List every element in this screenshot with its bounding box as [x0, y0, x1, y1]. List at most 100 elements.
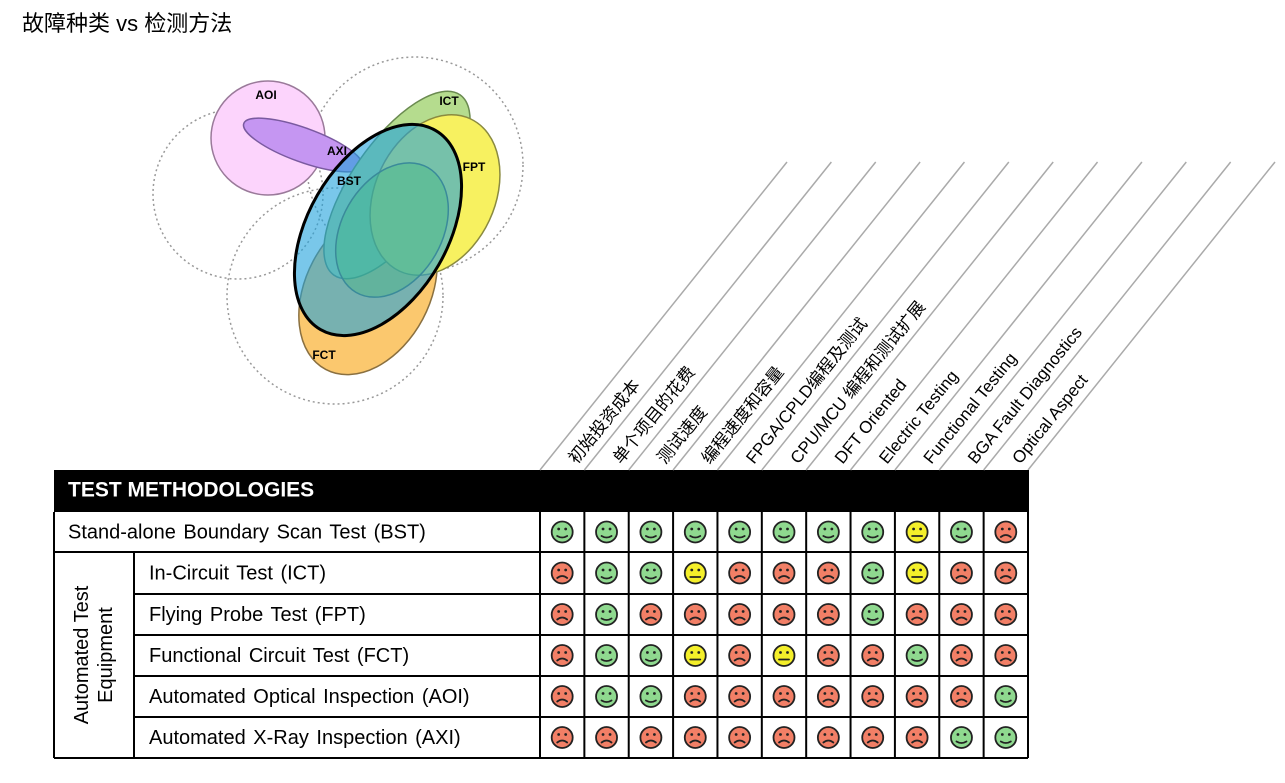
mouth	[911, 658, 923, 662]
row-label: Functional Circuit Test (FCT)	[149, 645, 409, 667]
face	[595, 561, 618, 585]
eye	[1007, 610, 1011, 613]
face	[550, 520, 574, 544]
eye	[912, 568, 915, 572]
face	[816, 726, 840, 749]
face	[861, 603, 885, 626]
face	[728, 726, 752, 749]
dotted-circle	[226, 187, 444, 405]
eye	[653, 610, 656, 613]
rating-face	[728, 520, 752, 544]
eye	[830, 651, 834, 654]
rating-face	[816, 520, 840, 544]
eye	[564, 692, 568, 695]
eye	[779, 651, 782, 654]
rating-face	[994, 726, 1018, 749]
eye	[1007, 527, 1011, 531]
row-label: In-Circuit Test (ICT)	[149, 562, 326, 584]
eye	[741, 527, 745, 531]
eye	[734, 651, 738, 654]
eye	[1000, 692, 1004, 695]
eye	[874, 733, 878, 736]
rating-face	[639, 520, 663, 544]
mouth	[866, 535, 879, 539]
venn-label: AOI	[255, 88, 276, 102]
eye	[874, 651, 878, 654]
rating-face	[950, 561, 973, 585]
rating-face	[595, 603, 618, 626]
face	[595, 520, 618, 544]
rating-face	[861, 644, 885, 667]
rating-face	[639, 644, 663, 667]
row-label: Automated X-Ray Inspection (AXI)	[149, 727, 461, 749]
dotted-circle	[306, 56, 524, 274]
rating-face	[595, 726, 618, 749]
eye	[919, 651, 922, 654]
rating-face	[683, 685, 707, 708]
face	[550, 561, 574, 585]
face	[550, 644, 574, 667]
eye	[608, 527, 612, 531]
mouth	[822, 616, 835, 621]
face	[950, 685, 973, 708]
mouth	[822, 698, 835, 703]
eye	[912, 610, 915, 613]
eye	[963, 651, 967, 654]
header-divider	[672, 161, 921, 471]
eye	[734, 527, 738, 531]
venn-label: ICT	[439, 94, 459, 108]
face	[905, 685, 929, 708]
eye	[779, 692, 782, 695]
face	[950, 561, 973, 585]
column-header: Electric Testing	[875, 367, 962, 468]
mouth	[999, 575, 1012, 579]
eye	[1007, 651, 1011, 654]
eye	[874, 610, 878, 613]
mouth	[999, 699, 1012, 703]
eye	[786, 527, 789, 531]
eye	[919, 527, 922, 531]
eye	[956, 527, 960, 531]
row-label: Stand-alone Boundary Scan Test (BST)	[68, 521, 426, 543]
rating-face	[994, 561, 1018, 585]
face	[683, 726, 707, 749]
face	[861, 644, 885, 667]
eye	[690, 733, 694, 736]
eye	[653, 527, 656, 531]
eye	[1007, 568, 1011, 572]
eye	[653, 651, 656, 654]
face	[950, 644, 973, 667]
eye	[1007, 733, 1011, 736]
rating-face	[861, 603, 885, 626]
rating-face	[994, 520, 1018, 544]
rating-face	[950, 685, 973, 708]
mouth	[955, 657, 968, 662]
eye	[690, 527, 694, 531]
mouth	[689, 739, 702, 744]
table-header: TEST METHODOLOGIES	[68, 479, 314, 502]
header-divider	[805, 161, 1054, 471]
eye	[734, 568, 738, 572]
mouth	[822, 739, 835, 744]
face	[728, 685, 752, 708]
rating-face	[728, 685, 752, 708]
face	[683, 603, 707, 626]
eye	[741, 651, 745, 654]
eye	[786, 733, 789, 736]
rating-face	[639, 726, 663, 749]
mouth	[955, 535, 968, 539]
eye	[1000, 651, 1004, 654]
eye	[823, 568, 827, 572]
face	[595, 603, 618, 626]
eye	[963, 610, 967, 613]
eye	[912, 651, 915, 654]
eye	[779, 733, 782, 736]
eye	[830, 610, 834, 613]
row-label: Automated Optical Inspection (AOI)	[149, 686, 470, 708]
rating-face	[861, 726, 885, 749]
face	[816, 603, 840, 626]
group-label: Automated Test Equipment	[71, 585, 117, 724]
eye	[697, 527, 701, 531]
face	[905, 726, 929, 749]
mouth	[689, 698, 702, 703]
